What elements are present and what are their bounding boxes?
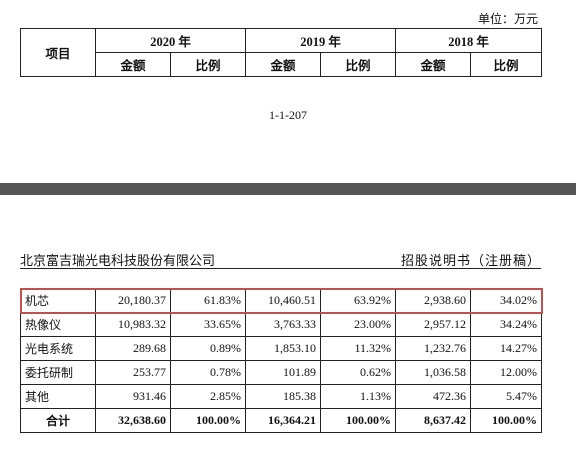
value-cell: 11.32% [320,336,396,361]
header-cell: 项目 [20,28,96,77]
value-cell: 100.00% [320,408,396,433]
value-cell: 32,638.60 [95,408,171,433]
header-cell: 金额 [395,52,472,77]
label-cell: 光电系统 [20,336,96,361]
header-cell: 2018 年 [395,28,543,53]
value-cell: 2.85% [170,384,246,409]
value-cell: 61.83% [170,288,246,313]
header-cell: 比例 [470,52,543,77]
value-cell: 10,983.32 [95,312,171,337]
value-cell: 3,763.33 [245,312,321,337]
value-cell: 0.78% [170,360,246,385]
unit-note: 单位：万元 [477,12,538,26]
value-cell: 16,364.21 [245,408,321,433]
value-cell: 14.27% [470,336,542,361]
company-name: 北京富吉瑞光电科技股份有限公司 [20,253,216,268]
value-cell: 2,957.12 [395,312,471,337]
header-cell: 比例 [169,52,247,77]
value-cell: 33.65% [170,312,246,337]
header-table: 项目 2020 年 2019 年 2018 年 金额 比例 金额 比例 金额 比例 [20,28,543,77]
value-cell: 34.24% [470,312,542,337]
value-cell: 23.00% [320,312,396,337]
page-number: 1-1-207 [269,108,307,122]
value-cell: 0.89% [170,336,246,361]
value-cell: 5.47% [470,384,542,409]
header-cell: 2020 年 [94,28,247,53]
value-cell: 2,938.60 [395,288,471,313]
document-title: 招股说明书（注册稿） [400,253,541,268]
value-cell: 1,036.58 [395,360,471,385]
header-rule [20,268,541,269]
value-cell: 100.00% [170,408,246,433]
value-cell: 931.46 [95,384,171,409]
value-cell: 8,637.42 [395,408,471,433]
header-cell: 2019 年 [245,28,397,53]
table-row: 其他 931.46 2.85% 185.38 1.13% 472.36 5.47% [20,384,542,409]
value-cell: 472.36 [395,384,471,409]
table-row: 委托研制 253.77 0.78% 101.89 0.62% 1,036.58 12.00% [20,360,542,385]
page-break [0,183,576,195]
header-cell: 比例 [320,52,397,77]
label-cell: 合计 [20,408,96,433]
table-row: 机芯 20,180.37 61.83% 10,460.51 63.92% 2,938.60… [19,287,543,314]
value-cell: 1.13% [320,384,396,409]
label-cell: 委托研制 [20,360,96,385]
value-cell: 101.89 [245,360,321,385]
table-row: 光电系统 289.68 0.89% 1,853.10 11.32% 1,232.76 14.… [20,336,542,361]
value-cell: 12.00% [470,360,542,385]
table-row: 热像仪 10,983.32 33.65% 3,763.33 23.00% 2,957.12… [20,312,542,337]
header-cell: 金额 [95,52,171,77]
header-cell: 金额 [245,52,322,77]
data-table: 机芯 20,180.37 61.83% 10,460.51 63.92% 2,938.60… [19,287,543,433]
value-cell: 1,853.10 [245,336,321,361]
label-cell: 机芯 [20,288,96,313]
value-cell: 34.02% [470,288,542,313]
label-cell: 其他 [20,384,96,409]
value-cell: 1,232.76 [395,336,471,361]
value-cell: 185.38 [245,384,321,409]
value-cell: 253.77 [95,360,171,385]
value-cell: 100.00% [470,408,542,433]
value-cell: 0.62% [320,360,396,385]
value-cell: 289.68 [95,336,171,361]
value-cell: 63.92% [320,288,396,313]
value-cell: 10,460.51 [245,288,321,313]
label-cell: 热像仪 [20,312,96,337]
value-cell: 20,180.37 [95,288,171,313]
table-row: 合计 32,638.60 100.00% 16,364.21 100.00% 8,637.… [20,408,542,433]
